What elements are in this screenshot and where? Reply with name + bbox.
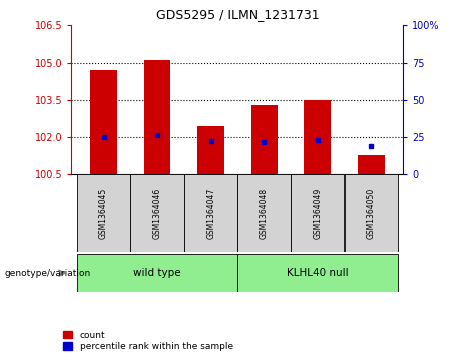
Bar <box>251 105 278 174</box>
Bar <box>197 126 224 174</box>
FancyBboxPatch shape <box>237 254 398 292</box>
Title: GDS5295 / ILMN_1231731: GDS5295 / ILMN_1231731 <box>156 8 319 21</box>
Text: wild type: wild type <box>133 268 181 278</box>
FancyBboxPatch shape <box>184 174 237 252</box>
Text: GSM1364050: GSM1364050 <box>367 188 376 239</box>
Text: GSM1364048: GSM1364048 <box>260 188 269 239</box>
Bar <box>144 60 171 174</box>
Legend: count, percentile rank within the sample: count, percentile rank within the sample <box>60 327 236 355</box>
Bar <box>304 100 331 174</box>
FancyBboxPatch shape <box>237 174 291 252</box>
FancyBboxPatch shape <box>130 174 184 252</box>
Text: GSM1364047: GSM1364047 <box>206 188 215 239</box>
Text: GSM1364045: GSM1364045 <box>99 188 108 239</box>
Text: genotype/variation: genotype/variation <box>5 269 91 278</box>
FancyBboxPatch shape <box>291 174 344 252</box>
FancyBboxPatch shape <box>77 174 130 252</box>
Text: GSM1364046: GSM1364046 <box>153 188 162 239</box>
FancyBboxPatch shape <box>77 254 237 292</box>
Text: GSM1364049: GSM1364049 <box>313 188 322 239</box>
Text: KLHL40 null: KLHL40 null <box>287 268 349 278</box>
Bar <box>358 155 384 174</box>
FancyBboxPatch shape <box>344 174 398 252</box>
Bar <box>90 70 117 174</box>
